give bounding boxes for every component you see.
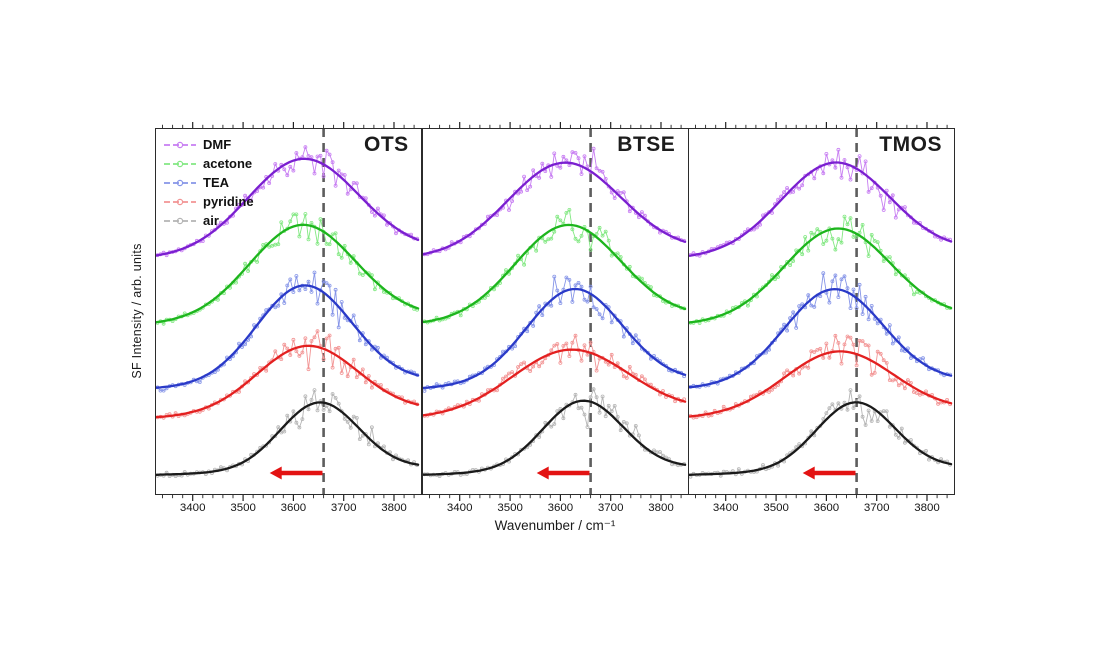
panel-ots: 3400 3500 3600 3700 3800 OTS [155, 122, 422, 514]
panel-row: 3400 3500 3600 3700 3800 OTS 3400 3500 3600 370… [155, 122, 955, 514]
legend-label: air [203, 213, 219, 228]
svg-text:3700: 3700 [331, 502, 357, 514]
spectra-figure: 3400 3500 3600 3700 3800 OTS 3400 3500 3600 370… [155, 122, 955, 514]
svg-text:3700: 3700 [598, 502, 624, 514]
legend-label: pyridine [203, 194, 254, 209]
legend-item-pyridine: pyridine [163, 192, 254, 211]
panel-divider-1 [421, 128, 423, 495]
spectra-plot-ots: 3400 3500 3600 3700 3800 [155, 122, 420, 514]
panel-btse: 3400 3500 3600 3700 3800 BTSE [422, 122, 689, 514]
panel-divider-2 [687, 128, 690, 495]
svg-text:3600: 3600 [814, 502, 840, 514]
spectra-plot-btse: 3400 3500 3600 3700 3800 [422, 122, 686, 514]
legend-line-sample-icon [164, 179, 196, 186]
panel-title-ots: OTS [363, 133, 409, 156]
svg-text:3700: 3700 [864, 502, 890, 514]
svg-text:3500: 3500 [230, 502, 256, 514]
legend-label: TEA [203, 175, 229, 190]
legend-item-tea: TEA [163, 173, 254, 192]
svg-text:3400: 3400 [180, 502, 206, 514]
spectra-plot-tmos: 3400 3500 3600 3700 3800 [688, 122, 953, 514]
svg-text:3400: 3400 [713, 502, 739, 514]
svg-text:3500: 3500 [497, 502, 523, 514]
y-axis-title: SF Intensity / arb. units [130, 243, 144, 379]
legend: DMF acetone TEA pyridine air [163, 135, 254, 230]
panel-tmos: 3400 3500 3600 3700 3800 TMOS [688, 122, 955, 514]
legend-item-dmf: DMF [163, 135, 254, 154]
svg-text:3400: 3400 [447, 502, 473, 514]
x-axis-title: Wavenumber / cm⁻¹ [494, 518, 616, 533]
svg-text:3600: 3600 [281, 502, 307, 514]
svg-text:3800: 3800 [381, 502, 407, 514]
legend-line-sample-icon [164, 141, 196, 148]
legend-line-sample-icon [164, 217, 196, 224]
legend-label: DMF [203, 137, 232, 152]
legend-line-sample-icon [164, 160, 196, 167]
svg-text:3600: 3600 [547, 502, 573, 514]
svg-text:3800: 3800 [915, 502, 941, 514]
legend-item-acetone: acetone [163, 154, 254, 173]
svg-text:3800: 3800 [648, 502, 674, 514]
legend-label: acetone [203, 156, 253, 171]
svg-text:3500: 3500 [764, 502, 790, 514]
panel-title-tmos: TMOS [879, 133, 942, 156]
legend-item-air: air [163, 211, 254, 230]
panel-title-btse: BTSE [617, 133, 676, 156]
legend-line-sample-icon [164, 198, 196, 205]
